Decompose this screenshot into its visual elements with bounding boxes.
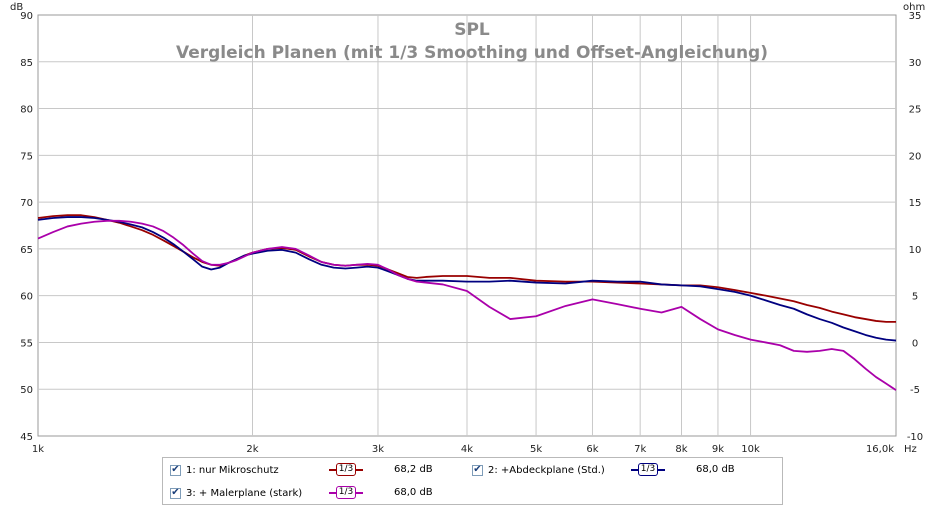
y2-tick-label: 15 — [909, 198, 922, 209]
y-tick-label: 90 — [20, 11, 33, 22]
x-tick-label: 10k — [741, 444, 760, 455]
chart-subtitle: Vergleich Planen (mit 1/3 Smoothing und … — [176, 43, 768, 63]
legend-item-2[interactable]: ✔ 2: +Abdeckplane (Std.) — [472, 462, 605, 478]
legend-label-2: 2: +Abdeckplane (Std.) — [488, 464, 605, 476]
chart-area: 1k 2k 3k 4k 5k 6k 7k 8k 9k 10k 16,0k45505560657075… — [10, 2, 925, 455]
y-tick-label: 65 — [20, 245, 33, 256]
y-tick-label: 55 — [20, 338, 33, 349]
legend-value-2: 68,0 dB — [696, 464, 735, 475]
y-tick-label: 70 — [20, 198, 33, 209]
x-tick-label: 1k — [32, 444, 44, 455]
chart-title: SPL — [454, 20, 490, 40]
x-tick-label: 5k — [530, 444, 542, 455]
x-tick-label: 2k — [246, 444, 258, 455]
x-tick-label: 6k — [586, 444, 598, 455]
legend-value-1: 68,2 dB — [394, 464, 433, 475]
x-tick-label: 16,0k — [866, 444, 894, 455]
y2-tick-label: 10 — [909, 245, 922, 256]
y2-tick-label: 0 — [912, 338, 918, 349]
legend-item-3[interactable]: ✔ 3: + Malerplane (stark) — [170, 485, 302, 501]
legend-value-3: 68,0 dB — [394, 487, 433, 498]
x-tick-label: 8k — [675, 444, 687, 455]
axis-ticks: 1k 2k 3k 4k 5k 6k 7k 8k 9k 10k 16,0k45505560657075… — [20, 11, 923, 455]
x-tick-label: 4k — [461, 444, 473, 455]
x-tick-label: 9k — [712, 444, 724, 455]
x-axis-unit: Hz — [904, 444, 917, 455]
y2-tick-label: -5 — [910, 385, 920, 396]
y-tick-label: 45 — [20, 432, 33, 443]
legend-smoothing-1: 1/3 — [336, 463, 356, 476]
y-axis-unit: dB — [10, 2, 23, 13]
legend-label-3: 3: + Malerplane (stark) — [186, 487, 303, 499]
legend-smoothing-3: 1/3 — [336, 486, 356, 499]
legend-checkbox-2[interactable]: ✔ — [472, 464, 483, 476]
series-line-2 — [37, 216, 897, 342]
y2-tick-label: -10 — [907, 432, 923, 443]
series-line-3 — [37, 219, 897, 391]
y2-tick-label: 30 — [909, 58, 922, 69]
y2-axis-unit: ohm — [903, 2, 925, 13]
y2-tick-label: 25 — [909, 105, 922, 116]
y2-tick-label: 35 — [909, 11, 922, 22]
legend-swatch-3[interactable]: 1/3 — [329, 485, 363, 501]
y2-tick-label: 5 — [912, 292, 918, 303]
legend-swatch-1[interactable]: 1/3 — [329, 462, 363, 478]
legend-smoothing-2: 1/3 — [638, 463, 658, 476]
legend-checkbox-3[interactable]: ✔ — [170, 487, 181, 499]
series-lines — [37, 214, 897, 391]
y-tick-label: 75 — [20, 151, 33, 162]
y2-tick-label: 20 — [909, 151, 922, 162]
y-tick-label: 50 — [20, 385, 33, 396]
legend-swatch-2[interactable]: 1/3 — [631, 462, 665, 478]
y-tick-label: 80 — [20, 105, 33, 116]
legend-checkbox-1[interactable]: ✔ — [170, 464, 181, 476]
y-tick-label: 85 — [20, 58, 33, 69]
y-tick-label: 60 — [20, 292, 33, 303]
legend-label-1: 1: nur Mikroschutz — [186, 464, 279, 476]
legend-item-1[interactable]: ✔ 1: nur Mikroschutz — [170, 462, 279, 478]
x-tick-label: 3k — [372, 444, 384, 455]
x-tick-label: 7k — [634, 444, 646, 455]
legend: ✔ 1: nur Mikroschutz 1/3 68,2 dB ✔ 2: +A… — [162, 457, 783, 505]
